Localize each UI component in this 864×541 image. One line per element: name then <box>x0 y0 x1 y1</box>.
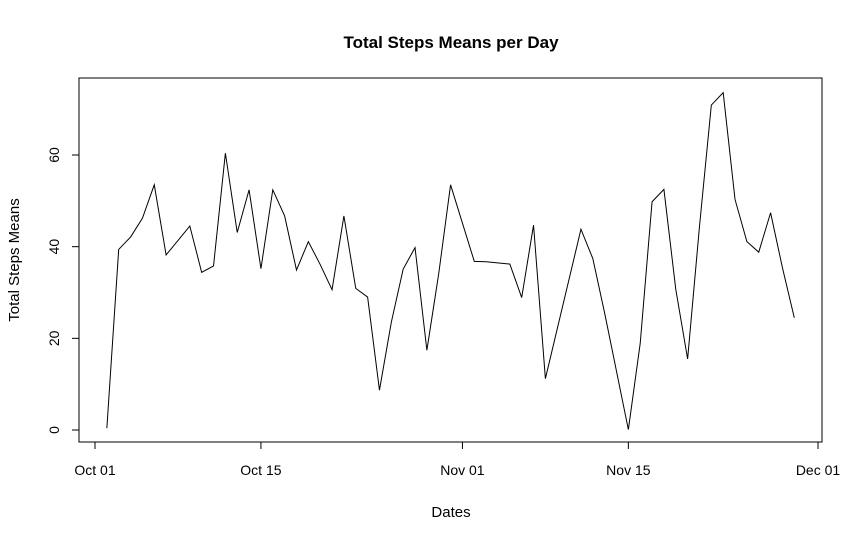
y-tick-label: 40 <box>46 239 62 255</box>
x-tick-label: Oct 01 <box>74 462 115 478</box>
y-tick-label: 0 <box>46 426 62 434</box>
x-tick-label: Nov 01 <box>440 462 485 478</box>
x-axis-label: Dates <box>431 504 470 521</box>
series-line <box>106 91 795 430</box>
x-tick-label: Nov 15 <box>606 462 651 478</box>
chart-title: Total Steps Means per Day <box>343 33 559 52</box>
x-tick-label: Dec 01 <box>796 462 841 478</box>
y-tick-label: 60 <box>46 147 62 163</box>
plot-frame <box>78 77 823 443</box>
y-axis-label: Total Steps Means <box>6 198 23 321</box>
data-points <box>105 91 795 431</box>
x-tick-label: Oct 15 <box>240 462 281 478</box>
y-tick-label: 20 <box>46 330 62 346</box>
x-axis: Oct 01 Oct 15 Nov 01 Nov 15 Dec 01 <box>74 441 841 478</box>
y-axis: 0 20 40 60 <box>46 147 80 434</box>
